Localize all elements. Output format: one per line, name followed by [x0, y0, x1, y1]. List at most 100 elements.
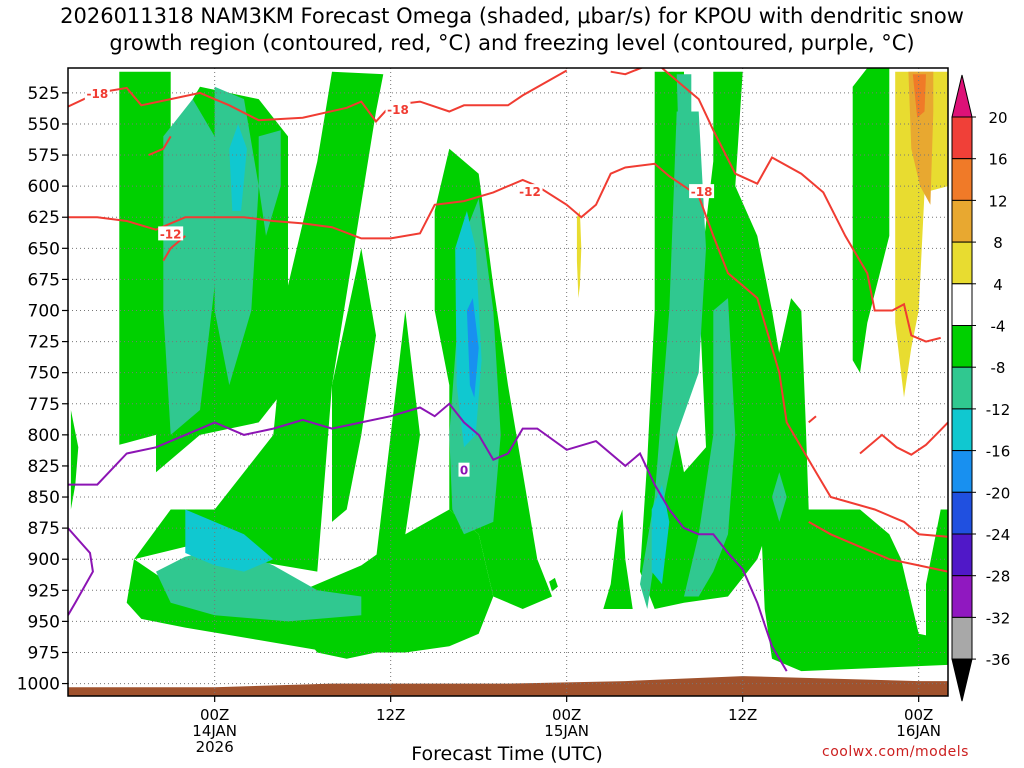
chart-title-line-1: 2026011318 NAM3KM Forecast Omega (shaded…: [60, 4, 964, 28]
y-tick-label-550: 550: [28, 115, 60, 135]
colorbar-swatch-3: [951, 199, 973, 243]
freezing-level-contour: [68, 402, 788, 672]
omega-region-18: [258, 130, 281, 236]
omega-region-24: [229, 124, 247, 211]
temperature-contour-8: [808, 521, 948, 573]
temp-label-1-bg: [385, 102, 411, 117]
y-tick-label-975: 975: [28, 643, 60, 663]
omega-region-14: [926, 509, 948, 659]
colorbar-label-5: -4: [991, 318, 1006, 336]
colorbar-label-4: 4: [993, 276, 1003, 294]
colorbar-label-1: 16: [988, 151, 1007, 169]
freezing-label: 0: [460, 464, 468, 478]
y-tick-label-775: 775: [28, 395, 60, 415]
x-tick-label-0-0: 00Z: [200, 706, 229, 724]
x-tick-label-12-0: 12Z: [376, 706, 405, 724]
y-tick-label-650: 650: [28, 239, 60, 259]
temp-label-2-bg: [689, 184, 715, 199]
temp-label-1: -18: [387, 103, 409, 117]
y-tick-label-675: 675: [28, 270, 60, 290]
temp-label-0: -18: [86, 87, 108, 101]
omega-region-9: [603, 509, 633, 609]
y-tick-label-850: 850: [28, 488, 60, 508]
y-tick-label-950: 950: [28, 612, 60, 632]
omega-region-16: [214, 86, 259, 386]
omega-region-21: [684, 298, 736, 597]
temperature-contour-2: [661, 68, 941, 343]
omega-region-28: [466, 298, 479, 398]
omega-region-15: [163, 99, 230, 435]
x-axis-label: Forecast Time (UTC): [411, 743, 603, 765]
colorbar-swatch-12: [951, 575, 973, 618]
site-credit[interactable]: coolwx.com/models: [822, 744, 969, 760]
freezing-level-contour-lower: [68, 527, 94, 616]
temperature-contour-7: [859, 421, 948, 456]
colorbar-label-12: -32: [986, 609, 1011, 627]
omega-region-25: [185, 509, 274, 572]
omega-region-10: [549, 577, 558, 592]
colorbar: 20 16 12 8 4 -4 -8 -12 -16 -20 -24 -28 -32 -36: [951, 74, 1011, 702]
y-axis: 525 550 575 600 625 650 675 700 725 750 775 800 825 8…: [17, 84, 68, 695]
y-tick-label-825: 825: [28, 457, 60, 477]
colorbar-label-3: 8: [993, 234, 1003, 252]
omega-shading: [70, 68, 948, 672]
temperature-contour-4: [68, 162, 948, 538]
omega-region-31: [912, 74, 926, 118]
colorbar-swatch-4: [951, 241, 973, 285]
omega-region-29: [895, 71, 948, 398]
x-tick-label-0-1: 14JAN: [192, 722, 237, 740]
omega-region-23: [772, 472, 787, 522]
temperature-contour-6: [808, 415, 817, 424]
omega-region-30: [908, 71, 934, 205]
temp-label-4-bg: [517, 184, 543, 199]
colorbar-swatch-1: [951, 116, 973, 160]
y-tick-label-700: 700: [28, 301, 60, 321]
y-tick-label-900: 900: [28, 550, 60, 570]
colorbar-label-10: -24: [986, 526, 1011, 544]
omega-region-5: [376, 310, 420, 572]
y-tick-label-1000: 1000: [17, 675, 60, 695]
temperature-contour-3: [148, 135, 172, 156]
x-tick-label-24-1: 15JAN: [544, 722, 589, 740]
temp-label-3-bg: [158, 226, 184, 241]
x-tick-label-36-0: 12Z: [728, 706, 757, 724]
contour-labels: -18 -18 -18 -12 -12 0: [84, 85, 715, 478]
colorbar-label-0: 20: [988, 109, 1007, 127]
colorbar-swatch-7: [951, 366, 973, 410]
terrain-fill: [68, 676, 948, 696]
omega-region-2: [134, 71, 384, 572]
y-tick-label-725: 725: [28, 333, 60, 353]
omega-region-20: [640, 111, 706, 609]
x-tick-label-48-1: 16JAN: [896, 722, 941, 740]
y-tick-label-575: 575: [28, 146, 60, 166]
colorbar-swatch-9: [951, 450, 973, 493]
contour-lines: [68, 68, 948, 672]
colorbar-label-11: -28: [986, 568, 1011, 586]
colorbar-swatch-11: [951, 533, 973, 577]
freezing-label-bg: [458, 462, 470, 477]
colorbar-swatch-10: [951, 491, 973, 535]
omega-region-32: [576, 211, 582, 299]
gridlines: [68, 68, 948, 696]
x-tick-label-24-0: 00Z: [552, 706, 581, 724]
y-tick-label-800: 800: [28, 426, 60, 446]
omega-region-13: [852, 68, 890, 373]
chart-title-line-2: growth region (contoured, red, °C) and f…: [109, 31, 915, 55]
colorbar-bottom-arrow: [951, 658, 973, 702]
omega-region-12: [757, 298, 948, 672]
colorbar-swatch-13: [951, 616, 973, 660]
omega-region-3: [126, 509, 494, 653]
temp-label-4: -12: [519, 185, 541, 199]
temp-label-0-bg: [84, 85, 110, 100]
colorbar-swatch-2: [951, 158, 973, 201]
colorbar-label-8: -16: [986, 443, 1011, 461]
x-tick-label-48-0: 00Z: [904, 706, 933, 724]
temperature-contour-0: [68, 69, 568, 124]
omega-region-17: [156, 546, 362, 622]
colorbar-swatch-5: [951, 283, 973, 326]
y-tick-label-625: 625: [28, 208, 60, 228]
colorbar-label-6: -8: [991, 359, 1006, 377]
y-tick-label-600: 600: [28, 177, 60, 197]
temp-label-2: -18: [691, 185, 713, 199]
omega-region-8: [302, 633, 376, 659]
